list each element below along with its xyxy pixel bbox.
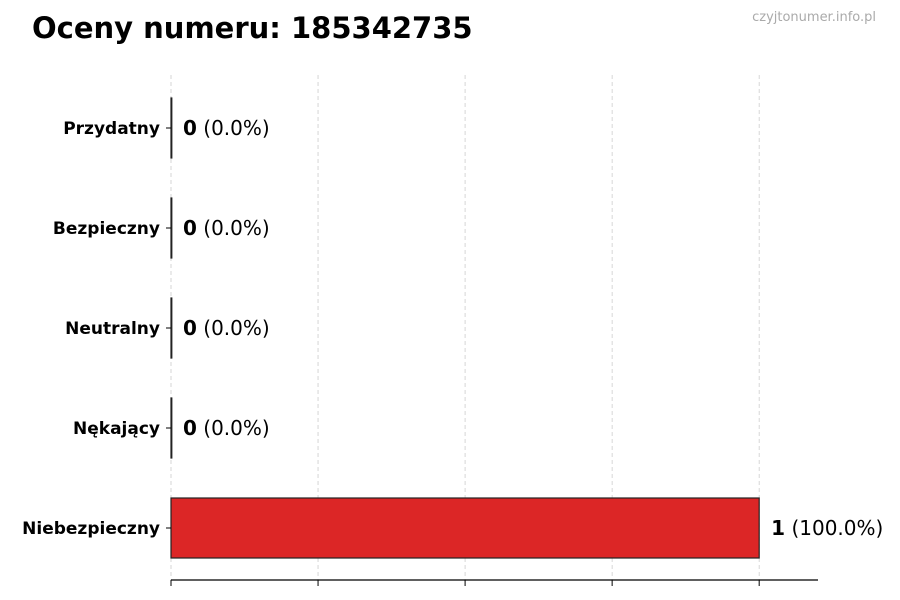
data-label: 0 (0.0%) xyxy=(183,216,270,240)
data-label-percent: (0.0%) xyxy=(197,216,270,240)
chart-title: Oceny numeru: 185342735 xyxy=(32,11,473,45)
watermark: czyjtonumer.info.pl xyxy=(752,10,876,25)
data-label-percent: (0.0%) xyxy=(197,416,270,440)
y-tick-label: Nękający xyxy=(73,419,160,439)
data-label-percent: (0.0%) xyxy=(197,316,270,340)
bar xyxy=(170,497,760,559)
data-label-count: 0 xyxy=(183,316,197,340)
data-label: 0 (0.0%) xyxy=(183,116,270,140)
data-label: 0 (0.0%) xyxy=(183,316,270,340)
bar xyxy=(170,297,173,359)
y-tick-label: Bezpieczny xyxy=(53,219,160,239)
data-label-count: 0 xyxy=(183,416,197,440)
data-label-count: 1 xyxy=(771,516,785,540)
data-label: 0 (0.0%) xyxy=(183,416,270,440)
y-tick-label: Przydatny xyxy=(63,119,160,139)
y-tick-label: Niebezpieczny xyxy=(22,519,160,539)
bar xyxy=(170,97,173,159)
data-label-percent: (0.0%) xyxy=(197,116,270,140)
bar xyxy=(170,197,173,259)
bar xyxy=(170,397,173,459)
data-label-count: 0 xyxy=(183,116,197,140)
data-label: 1 (100.0%) xyxy=(771,516,883,540)
data-label-count: 0 xyxy=(183,216,197,240)
data-label-percent: (100.0%) xyxy=(785,516,883,540)
y-tick-label: Neutralny xyxy=(65,319,160,339)
